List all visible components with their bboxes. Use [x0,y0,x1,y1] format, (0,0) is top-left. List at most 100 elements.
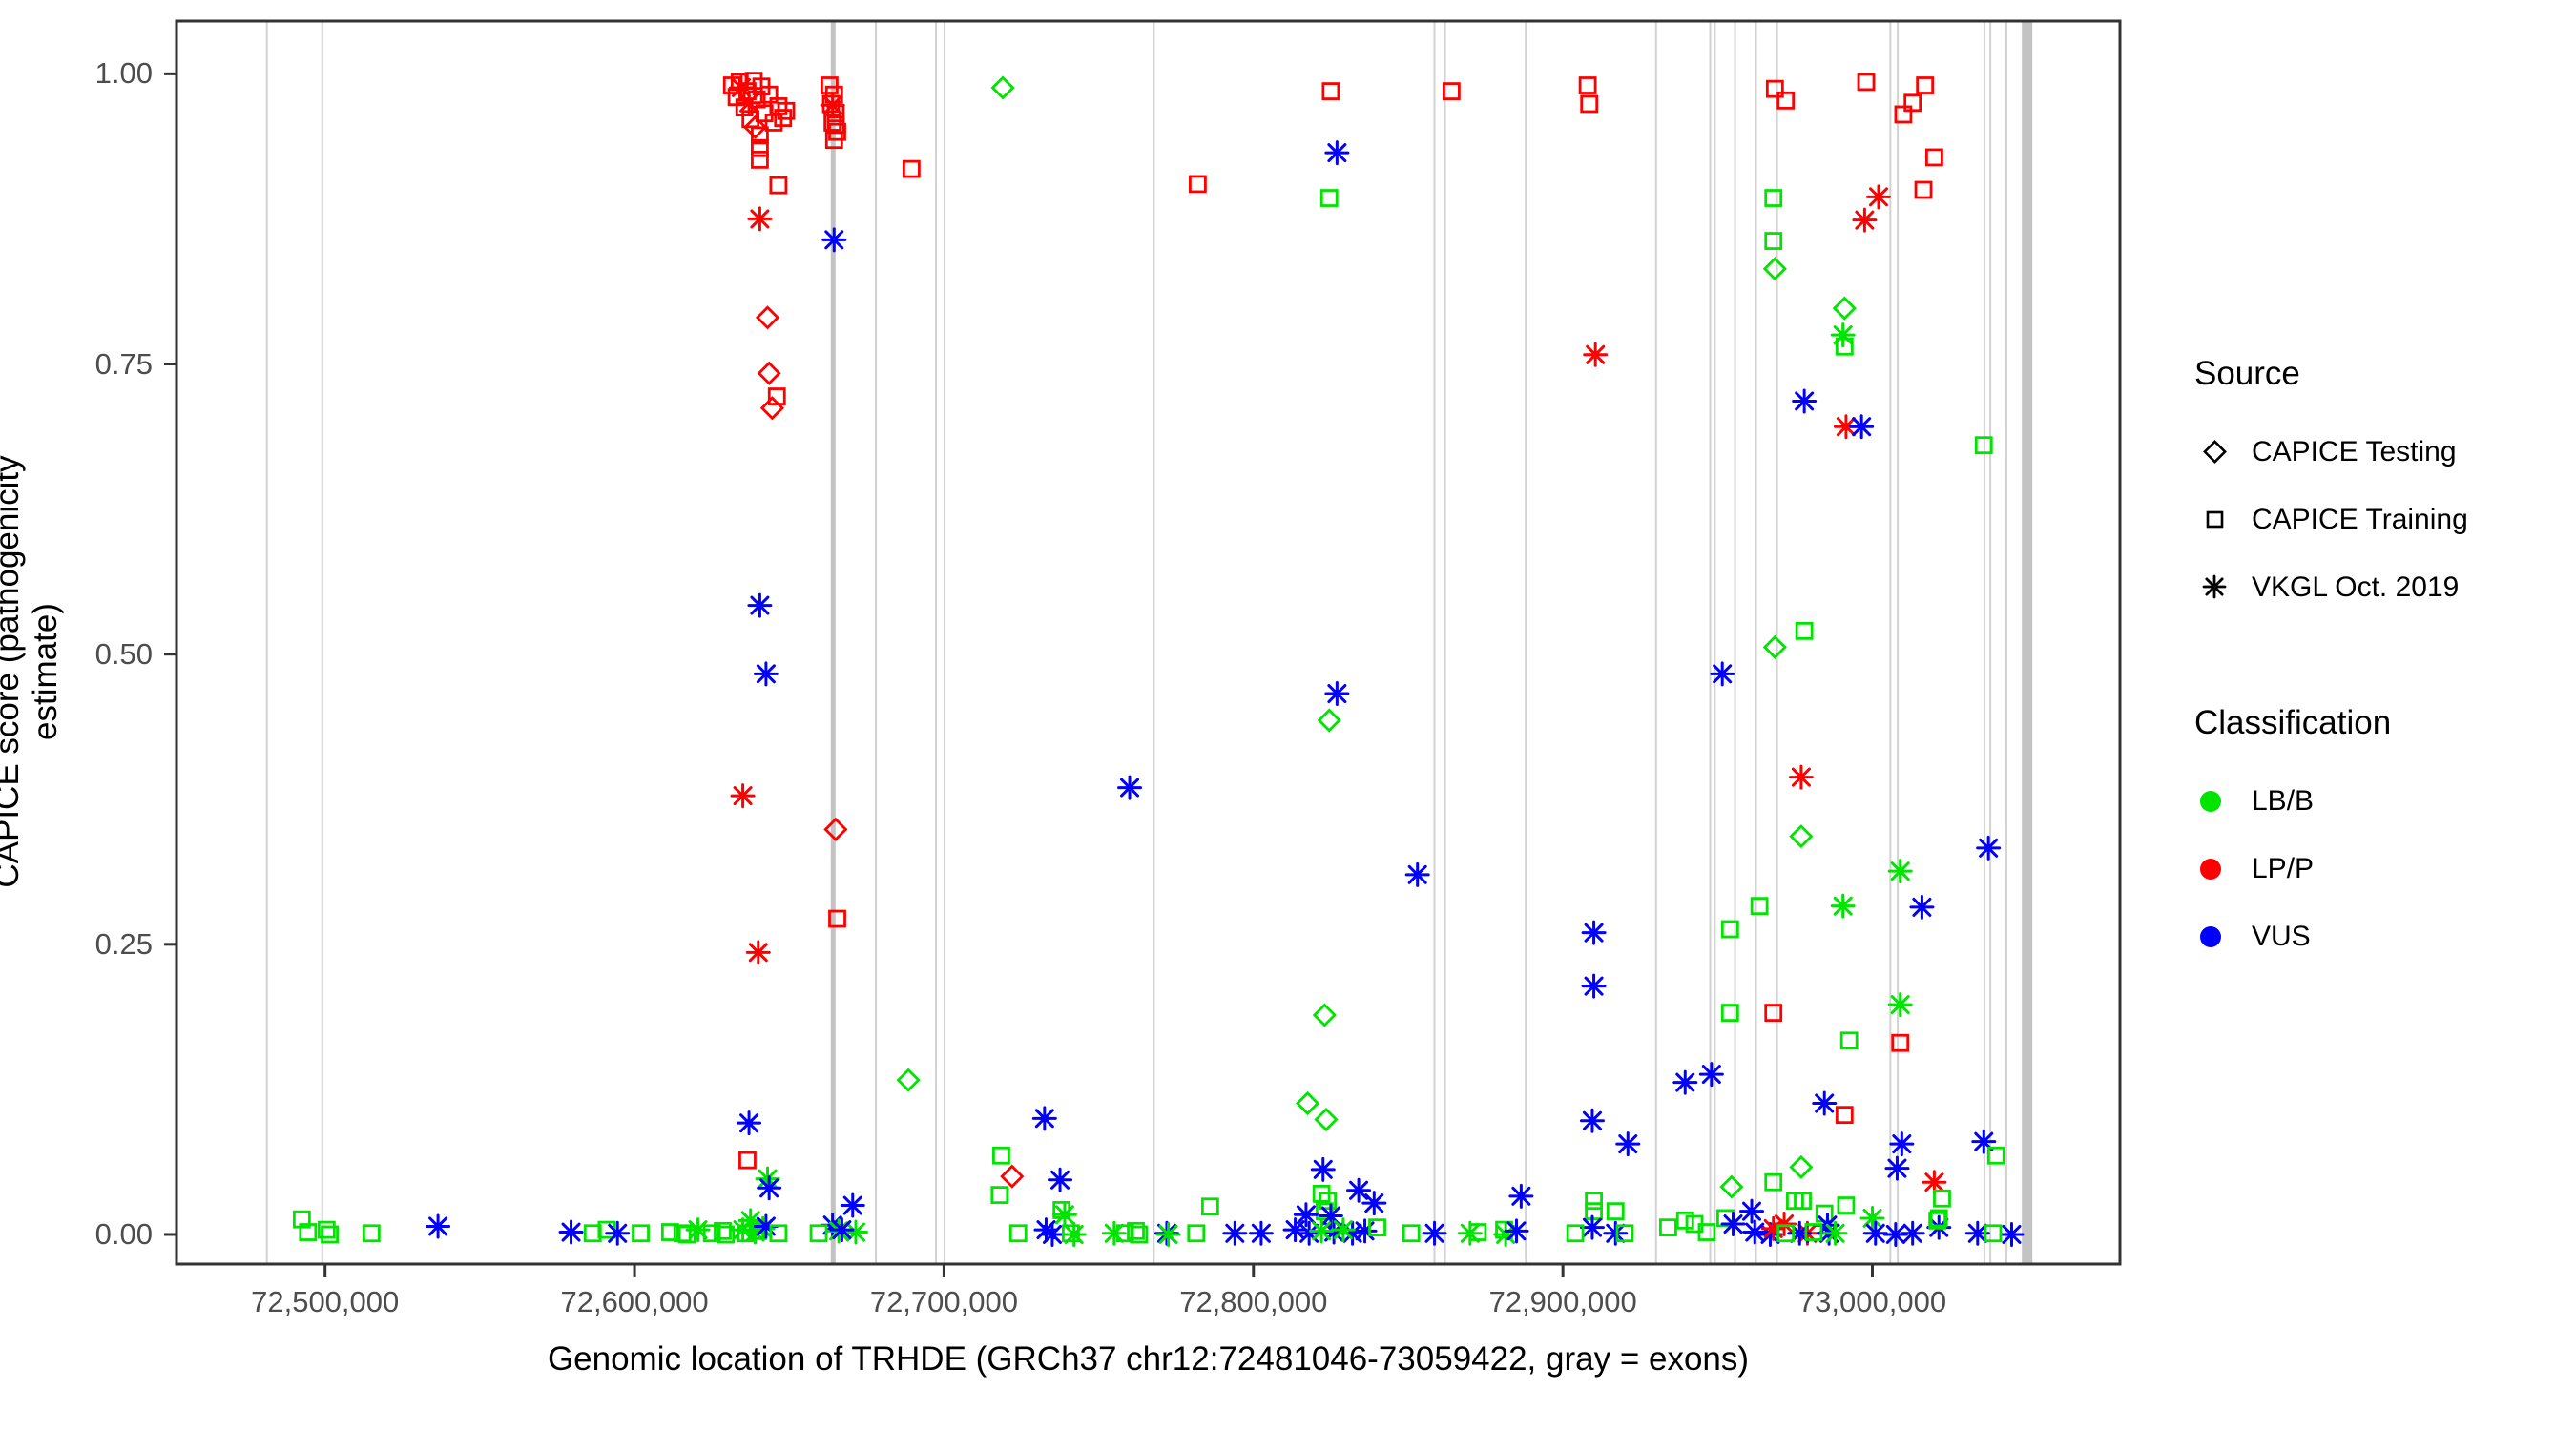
data-point [1857,73,1876,92]
data-point [1762,257,1787,281]
data-point [728,74,754,100]
data-point [990,75,1015,100]
legend-item-label: VKGL Oct. 2019 [2252,570,2460,603]
data-point [1760,1215,1786,1241]
data-point [1508,1183,1534,1209]
data-point [737,90,762,115]
data-point [1933,1189,1951,1208]
data-point [1859,1205,1885,1231]
data-point [745,940,771,965]
data-point [1346,1177,1372,1203]
data-point [1891,1033,1910,1052]
data-point [1866,184,1891,210]
data-point [1008,1224,1028,1243]
data-point [755,1166,780,1192]
data-point [742,114,768,139]
data-point [757,361,781,385]
red-dot-icon [2194,850,2236,888]
data-point [840,1192,865,1218]
data-point [321,1225,339,1244]
data-point [1804,1223,1823,1241]
data-point [1402,1224,1421,1243]
data-point [753,661,779,687]
panel-border [175,19,2122,1266]
data-point [1698,1062,1724,1088]
data-point [1585,1202,1603,1221]
data-point [759,396,784,421]
data-point [1710,661,1735,687]
data-point [1315,1202,1334,1221]
data-point [1248,1220,1274,1246]
data-point [1916,76,1935,94]
data-point [1115,1224,1134,1243]
data-point [755,305,780,330]
data-point [1835,1106,1854,1125]
data-point [751,138,769,157]
data-point [902,159,921,178]
data-point [1200,1197,1219,1216]
data-point [842,1219,868,1245]
data-point [826,115,845,135]
data-point [1352,1218,1378,1244]
data-point [1903,93,1922,113]
data-point [1404,861,1430,887]
data-point [1794,1192,1812,1211]
data-point [1914,180,1933,199]
legend-item-label: VUS [2252,920,2311,952]
data-point [1309,1218,1335,1244]
data-point [769,176,788,195]
data-point [1720,1212,1746,1237]
data-point [1052,1201,1071,1219]
data-point [1317,708,1341,733]
data-point [1720,920,1739,939]
data-point [1468,1223,1487,1241]
data-point [1757,1221,1783,1247]
data-point [1889,1131,1915,1157]
legend-item-label: CAPICE Training [2252,503,2468,535]
data-point [1839,1031,1859,1050]
data-point [1789,1154,1814,1179]
data-point [809,1224,828,1243]
legend-item-vus: VUS [2194,902,2391,970]
data-point [1764,232,1783,250]
axis-ticks-layer [164,72,1875,1277]
data-point [583,1224,602,1243]
data-point [1971,1129,1997,1154]
data-point [1282,1217,1308,1243]
data-point [1894,105,1913,124]
data-point [1615,1224,1634,1243]
data-point [896,1068,921,1092]
data-point [820,93,845,118]
data-point [823,817,848,841]
data-point [1964,1220,1990,1246]
data-point [1312,1003,1337,1027]
y-tick-label: 0.25 [94,926,153,961]
data-point [1986,1146,2005,1165]
data-point [1297,1220,1322,1246]
square-icon [2194,501,2236,539]
data-point [292,1210,311,1229]
legend-item-label: CAPICE Testing [2252,435,2457,467]
data-point [1924,148,1943,167]
data-point [1130,1225,1149,1244]
data-point [362,1224,381,1243]
data-point [759,85,779,104]
data-point [1833,414,1859,440]
data-point [1776,91,1796,110]
exon-lines-layer [265,21,2033,1264]
legend-item-lpp: LP/P [2194,835,2391,902]
data-point [1606,1202,1625,1221]
asterisk-icon [2194,569,2236,607]
data-point [1031,1106,1057,1131]
data-point [1580,94,1599,114]
data-point [1340,1220,1365,1246]
data-point [1928,1211,1947,1230]
data-point [1187,1224,1206,1243]
data-point [1051,1202,1077,1228]
data-point [1048,1167,1073,1192]
data-point [1764,189,1783,207]
data-point [1319,189,1339,207]
y-tick-label: 1.00 [94,56,153,91]
data-point [1222,1220,1248,1246]
